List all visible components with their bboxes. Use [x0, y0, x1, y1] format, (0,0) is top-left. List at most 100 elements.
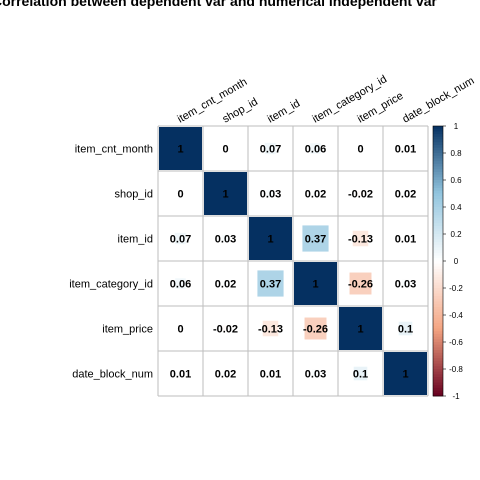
colorbar-segment-98	[433, 390, 443, 394]
colorbar-segment-21	[433, 182, 443, 186]
heatmap-cell-5-4	[353, 366, 368, 381]
cell-value-label-1-1: 1	[222, 189, 228, 201]
heatmap-cell-4-4	[339, 307, 382, 350]
colorbar-segment-18	[433, 174, 443, 178]
heatmap-cell-0-3	[310, 143, 321, 154]
colorbar-segment-58	[433, 282, 443, 286]
colorbar-segment-26	[433, 196, 443, 200]
cell-value-label-2-3: 0.37	[305, 234, 326, 246]
colorbar-segment-72	[433, 320, 443, 324]
colorbar-segment-86	[433, 358, 443, 362]
colorbar-segment-14	[433, 163, 443, 167]
column-label-1: shop_id	[221, 96, 260, 126]
colorbar-segment-65	[433, 301, 443, 305]
heatmap-cell-1-1	[204, 172, 247, 215]
colorbar-segment-79	[433, 339, 443, 343]
colorbar-segment-56	[433, 277, 443, 281]
heatmap-cell-1-2	[266, 189, 275, 198]
heatmap-cell-5-1	[222, 370, 229, 377]
colorbar-segment-71	[433, 317, 443, 321]
colorbar-segment-0	[433, 126, 443, 130]
colorbar-segment-25	[433, 193, 443, 197]
column-label-2: item_id	[266, 97, 303, 125]
cell-value-label-2-5: 0.01	[395, 234, 416, 246]
colorbar-segment-28	[433, 201, 443, 205]
colorbar-segment-93	[433, 377, 443, 381]
colorbar-segment-31	[433, 209, 443, 213]
heatmap-cell-1-5	[402, 190, 409, 197]
colorbar-segment-87	[433, 360, 443, 364]
cell-value-label-2-4: -0.13	[348, 234, 373, 246]
cell-value-label-4-1: -0.02	[213, 324, 238, 336]
colorbar-segment-74	[433, 325, 443, 329]
colorbar-segment-89	[433, 366, 443, 370]
colorbar-segment-13	[433, 161, 443, 165]
colorbar-segment-92	[433, 374, 443, 378]
colorbar-segment-45	[433, 247, 443, 251]
colorbar-tick-label-10: -1	[452, 392, 460, 401]
cell-value-label-0-4: 0	[357, 144, 363, 156]
colorbar-segment-88	[433, 363, 443, 367]
heatmap-cell-5-2	[268, 371, 273, 376]
colorbar-segment-19	[433, 177, 443, 181]
colorbar-segment-36	[433, 223, 443, 227]
colorbar-segment-38	[433, 228, 443, 232]
colorbar-tick-label-9: -0.8	[449, 365, 463, 374]
colorbar-tick-label-5: 0	[454, 257, 459, 266]
heatmap-cell-3-3	[294, 262, 337, 305]
heatmap-cell-2-5	[403, 236, 408, 241]
colorbar-segment-67	[433, 306, 443, 310]
colorbar-segment-76	[433, 331, 443, 335]
cell-value-label-3-0: 0.06	[170, 279, 191, 291]
colorbar-segment-48	[433, 255, 443, 259]
colorbar-segment-7	[433, 144, 443, 148]
heatmap-cells	[159, 127, 427, 395]
colorbar-tick-label-7: -0.4	[449, 311, 463, 320]
colorbar-segment-43	[433, 242, 443, 246]
colorbar-segment-75	[433, 328, 443, 332]
colorbar-segment-91	[433, 371, 443, 375]
heatmap-cell-0-0	[159, 127, 202, 170]
row-label-2: item_id	[118, 234, 153, 246]
colorbar-segment-64	[433, 298, 443, 302]
colorbar-segment-15	[433, 166, 443, 170]
colorbar-segment-47	[433, 252, 443, 256]
cell-value-label-4-2: -0.13	[258, 324, 283, 336]
heatmap-cell-3-0	[175, 278, 186, 289]
cell-value-label-1-3: 0.02	[305, 189, 326, 201]
colorbar-tick-label-8: -0.6	[449, 338, 463, 347]
colorbar-segment-22	[433, 185, 443, 189]
heatmap-cell-0-5	[403, 146, 408, 151]
cell-value-label-3-2: 0.37	[260, 279, 281, 291]
colorbar-segment-94	[433, 379, 443, 383]
heatmap-cell-3-5	[401, 279, 410, 288]
row-labels: item_cnt_month shop_id item_id item_categor…	[69, 144, 153, 381]
colorbar-segment-96	[433, 385, 443, 389]
colorbar-segment-29	[433, 204, 443, 208]
cell-value-label-2-1: 0.03	[215, 234, 236, 246]
cell-value-label-2-2: 1	[267, 234, 273, 246]
colorbar-segment-44	[433, 244, 443, 248]
cell-value-label-0-1: 0	[222, 144, 228, 156]
row-label-5: date_block_num	[72, 369, 153, 381]
colorbar-segment-12	[433, 158, 443, 162]
row-label-0: item_cnt_month	[75, 144, 153, 156]
colorbar-segment-54	[433, 271, 443, 275]
colorbar-segment-34	[433, 217, 443, 221]
colorbar-segment-99	[433, 393, 443, 397]
cell-value-label-1-0: 0	[177, 189, 183, 201]
colorbar-segment-62	[433, 293, 443, 297]
colorbar-tick-label-1: 0.8	[450, 149, 462, 158]
cell-value-label-1-5: 0.02	[395, 189, 416, 201]
row-label-1: shop_id	[114, 189, 153, 201]
colorbar-segment-16	[433, 169, 443, 173]
colorbar-tick-label-0: 1	[454, 122, 459, 131]
cell-value-label-0-5: 0.01	[395, 144, 416, 156]
colorbar-segment-53	[433, 269, 443, 273]
colorbar-segment-4	[433, 136, 443, 140]
colorbar-segment-24	[433, 190, 443, 194]
heatmap-cell-2-3	[302, 225, 329, 252]
colorbar-segment-95	[433, 382, 443, 386]
cell-value-label-3-5: 0.03	[395, 279, 416, 291]
colorbar-segment-23	[433, 188, 443, 192]
